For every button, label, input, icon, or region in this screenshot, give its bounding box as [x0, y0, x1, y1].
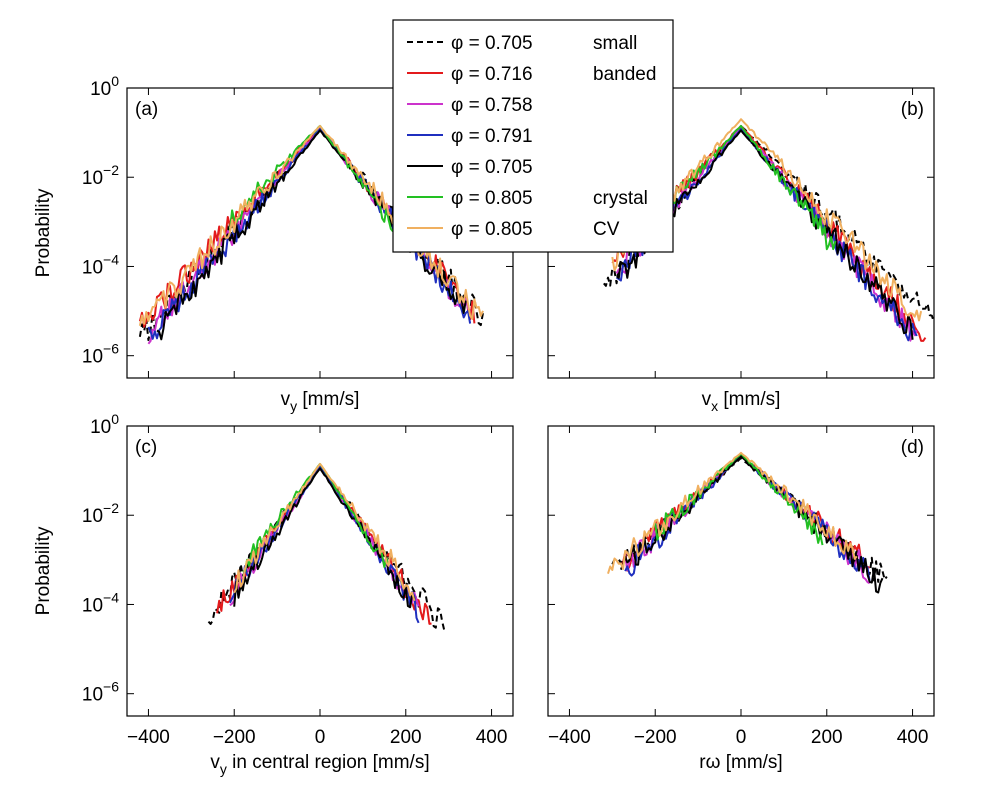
legend-entry: φ = 0.805 CV [407, 219, 620, 240]
legend-note-label: banded [593, 64, 656, 85]
y-tick-label: 10−6 [82, 679, 119, 706]
x-tick-label: 0 [736, 727, 747, 748]
x-tick-label: 0 [315, 727, 326, 748]
series-line-a-0 [138, 127, 484, 342]
legend-note-label: small [593, 33, 637, 54]
x-axis-label: vx [mm/s] [702, 389, 781, 414]
y-axis-label: Probability [33, 188, 54, 277]
series-line-c-1 [216, 465, 432, 625]
series-line-d-4 [619, 455, 884, 594]
series-line-d-6 [607, 451, 858, 574]
x-axis-label: vy [mm/s] [281, 389, 360, 414]
y-tick-label: 10−6 [82, 341, 119, 368]
panel-c: 100 10−2 10−4 10−6 −400 −200 0 200 400 (c) vy in c… [33, 411, 514, 777]
legend-entry: φ = 0.705 [407, 157, 533, 178]
series-line-d-1 [620, 454, 870, 572]
legend-entry: φ = 0.705 small [407, 33, 637, 54]
legend-phi-label: φ = 0.805 [451, 219, 533, 240]
legend: φ = 0.705 small φ = 0.716 banded φ = 0.758 φ … [392, 19, 674, 253]
y-axis-label: Probability [33, 526, 54, 615]
x-tick-label: −400 [548, 727, 591, 748]
y-tick-label: 100 [90, 73, 119, 100]
series-line-c-2 [229, 466, 420, 607]
panel-tag: (c) [135, 437, 157, 458]
legend-note-label: crystal [593, 188, 648, 209]
legend-entry: φ = 0.758 [407, 95, 533, 116]
legend-note-label: CV [593, 219, 620, 240]
series-line-c-0 [207, 465, 446, 632]
x-axis-label: rω [mm/s] [699, 752, 782, 773]
panel-tag: (b) [901, 99, 924, 120]
legend-phi-label: φ = 0.791 [451, 126, 533, 147]
panels: 100 10−2 10−4 10−6 (a) vy [mm/s] Probability (b… [33, 73, 935, 777]
y-tick-label: 10−4 [82, 589, 119, 616]
x-axis-label: vy in central region [mm/s] [210, 752, 429, 777]
x-tick-label: 400 [897, 727, 929, 748]
panel-d: −400 −200 0 200 400 (d) rω [mm/s] [547, 425, 935, 773]
y-tick-label: 10−2 [82, 162, 119, 189]
panel-a: 100 10−2 10−4 10−6 (a) vy [mm/s] Probability [33, 73, 514, 414]
y-tick-label: 100 [90, 411, 119, 438]
y-tick-label: 10−2 [82, 500, 119, 527]
panel-tag: (d) [901, 437, 924, 458]
legend-phi-label: φ = 0.758 [451, 95, 533, 116]
series-line-d-0 [611, 457, 888, 583]
x-tick-label: −200 [634, 727, 677, 748]
series-line-c-5 [242, 462, 390, 573]
x-tick-label: −400 [127, 727, 170, 748]
x-tick-label: 200 [390, 727, 422, 748]
series-line-c-3 [229, 466, 420, 624]
x-tick-label: 400 [476, 727, 508, 748]
legend-entry: φ = 0.716 banded [407, 64, 656, 85]
series-line-c-4 [233, 467, 416, 609]
series-line-c-6 [233, 462, 416, 602]
y-tick-label: 10−4 [82, 251, 119, 278]
legend-phi-label: φ = 0.705 [451, 157, 533, 178]
series-line-d-5 [654, 452, 824, 546]
legend-entry: φ = 0.791 [407, 126, 533, 147]
legend-entry: φ = 0.805 crystal [407, 188, 648, 209]
legend-phi-label: φ = 0.716 [451, 64, 533, 85]
legend-phi-label: φ = 0.805 [451, 188, 533, 209]
panel-tag: (a) [135, 99, 158, 120]
legend-phi-label: φ = 0.705 [451, 33, 533, 54]
x-tick-label: −200 [213, 727, 256, 748]
x-tick-label: 200 [811, 727, 843, 748]
